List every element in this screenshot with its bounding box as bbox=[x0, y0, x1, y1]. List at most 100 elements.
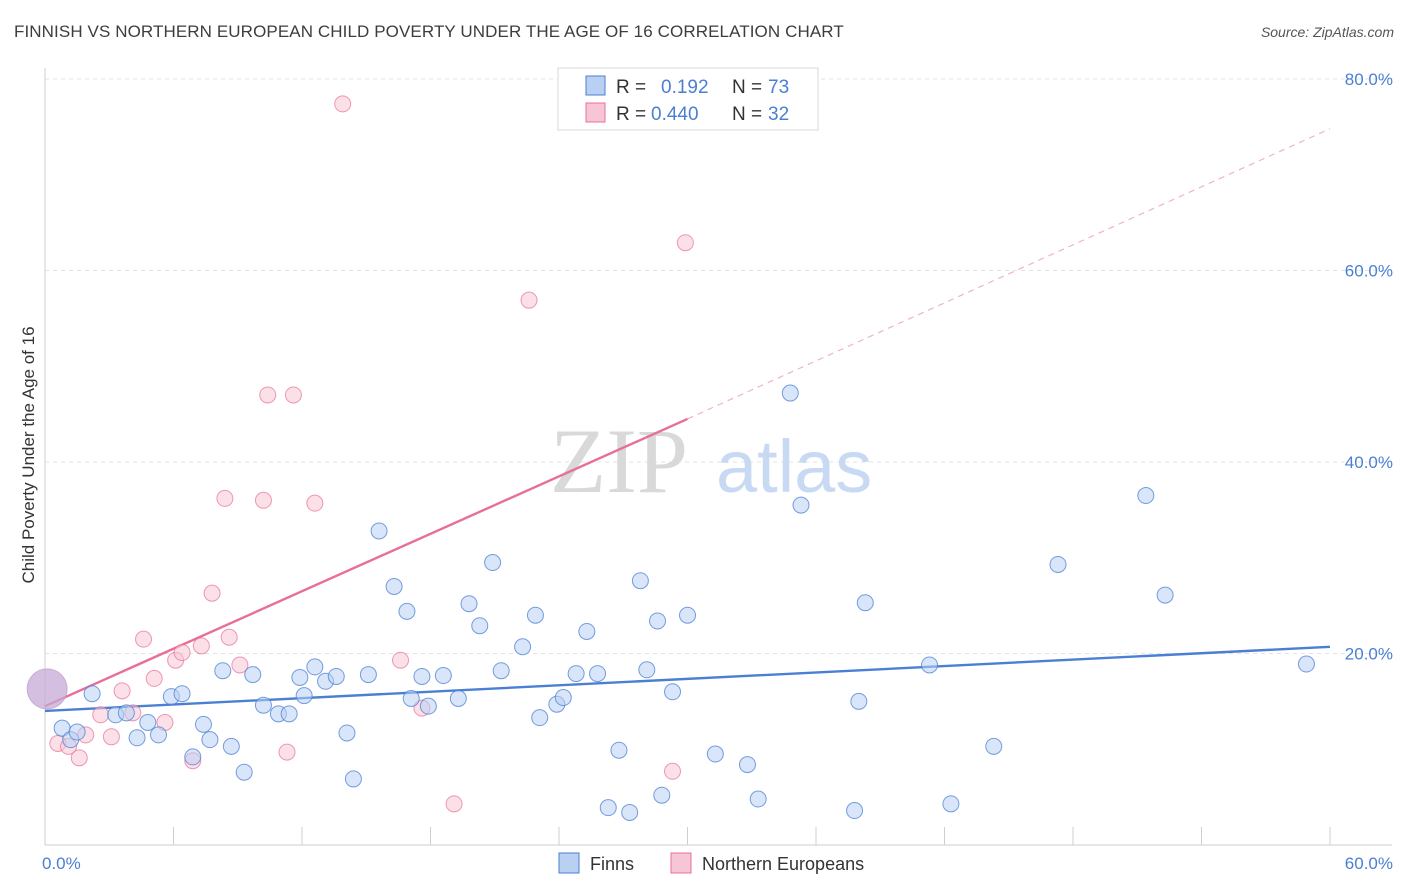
northern-europeans-point bbox=[70, 749, 88, 767]
northern-europeans-point bbox=[92, 706, 110, 724]
y-tick-labels: 20.0% 40.0% 60.0% 80.0% bbox=[1345, 70, 1393, 664]
northern-europeans-trendline-extension bbox=[687, 128, 1331, 420]
northern-europeans-point bbox=[676, 234, 694, 252]
legend-r-value-northern: 0.440 bbox=[651, 104, 699, 125]
northern-europeans-point bbox=[306, 494, 324, 512]
finns-points bbox=[53, 384, 1315, 821]
finns-point bbox=[1137, 487, 1155, 505]
watermark-zip: ZIP bbox=[550, 410, 688, 512]
finns-point bbox=[235, 763, 253, 781]
finns-point bbox=[150, 726, 168, 744]
x-tick-label: 0.0% bbox=[42, 854, 81, 873]
finns-point bbox=[631, 572, 649, 590]
finns-point bbox=[1297, 655, 1315, 673]
northern-europeans-point bbox=[220, 628, 238, 646]
northern-europeans-trendline bbox=[44, 417, 688, 708]
source-credit: Source: ZipAtlas.com bbox=[1260, 24, 1394, 40]
finns-point bbox=[139, 713, 157, 731]
finns-point bbox=[921, 656, 939, 674]
finns-point bbox=[222, 737, 240, 755]
finns-point bbox=[664, 683, 682, 701]
finns-point bbox=[83, 685, 101, 703]
finns-point bbox=[567, 665, 585, 683]
finns-point bbox=[599, 799, 617, 817]
legend-swatch-northern bbox=[585, 102, 606, 123]
finns-point bbox=[254, 696, 272, 714]
y-tick-label: 60.0% bbox=[1345, 262, 1393, 281]
y-tick-label: 80.0% bbox=[1345, 70, 1393, 89]
watermark: ZIP atlas bbox=[550, 410, 872, 512]
finns-point bbox=[653, 786, 671, 804]
finns-point bbox=[194, 715, 212, 733]
finns-point bbox=[419, 697, 437, 715]
y-axis-label: Child Poverty Under the Age of 16 bbox=[19, 326, 38, 583]
finns-point bbox=[856, 594, 874, 612]
legend-swatch-finns bbox=[585, 75, 606, 96]
finns-point bbox=[850, 692, 868, 710]
finns-point bbox=[291, 668, 309, 686]
northern-europeans-points bbox=[26, 95, 694, 813]
northern-europeans-point bbox=[259, 386, 277, 404]
series-legend: Finns Northern Europeans bbox=[558, 852, 864, 874]
northern-europeans-point bbox=[26, 668, 68, 710]
finns-point bbox=[471, 617, 489, 635]
northern-europeans-point bbox=[284, 386, 302, 404]
finns-point bbox=[244, 666, 262, 684]
northern-europeans-point bbox=[445, 795, 463, 813]
finns-point bbox=[460, 595, 478, 613]
finns-point bbox=[792, 496, 810, 514]
finns-point bbox=[492, 662, 510, 680]
finns-point bbox=[385, 577, 403, 595]
axes bbox=[44, 68, 1392, 846]
correlation-legend: R = 0.192 N = 73 R = 0.440 N = 32 bbox=[557, 67, 819, 131]
finns-point bbox=[985, 737, 1003, 755]
northern-europeans-point bbox=[334, 95, 352, 113]
gridlines bbox=[45, 78, 1392, 654]
finns-point bbox=[449, 690, 467, 708]
finns-point bbox=[738, 756, 756, 774]
finns-point bbox=[402, 690, 420, 708]
finns-point bbox=[434, 667, 452, 685]
finns-point bbox=[621, 803, 639, 821]
northern-europeans-point bbox=[113, 682, 131, 700]
finns-point bbox=[398, 602, 416, 620]
finns-point bbox=[201, 731, 219, 749]
legend-n-label-finns: N = bbox=[732, 77, 762, 98]
finns-point bbox=[295, 687, 313, 705]
finns-point bbox=[370, 522, 388, 540]
northern-europeans-point bbox=[216, 489, 234, 507]
legend-n-value-northern: 32 bbox=[768, 104, 789, 125]
finns-point bbox=[846, 802, 864, 820]
finns-point bbox=[327, 667, 345, 685]
finns-point bbox=[638, 661, 656, 679]
finns-point bbox=[706, 745, 724, 763]
watermark-atlas: atlas bbox=[716, 425, 872, 508]
finns-point bbox=[526, 606, 544, 624]
northern-europeans-point bbox=[102, 728, 120, 746]
legend-n-label-northern: N = bbox=[732, 104, 762, 125]
finns-point bbox=[117, 704, 135, 722]
y-tick-label: 40.0% bbox=[1345, 453, 1393, 472]
finns-point bbox=[589, 665, 607, 683]
northern-europeans-point bbox=[392, 651, 410, 669]
chart-title: FINNISH VS NORTHERN EUROPEAN CHILD POVER… bbox=[14, 22, 844, 41]
finns-point bbox=[749, 790, 767, 808]
series-legend-swatch-finns bbox=[558, 852, 580, 874]
northern-europeans-point bbox=[135, 630, 153, 648]
finns-point bbox=[1049, 555, 1067, 573]
finns-point bbox=[649, 612, 667, 630]
series-legend-label-northern: Northern Europeans bbox=[702, 854, 864, 874]
finns-point bbox=[306, 658, 324, 676]
finns-point bbox=[1156, 586, 1174, 604]
finns-point bbox=[514, 638, 532, 656]
northern-europeans-point bbox=[192, 637, 210, 655]
finns-point bbox=[484, 554, 502, 572]
finns-point bbox=[781, 384, 799, 402]
northern-europeans-point bbox=[254, 491, 272, 509]
finns-point bbox=[413, 667, 431, 685]
legend-r-value-finns: 0.192 bbox=[661, 77, 709, 98]
series-legend-label-finns: Finns bbox=[590, 854, 634, 874]
northern-europeans-point bbox=[278, 743, 296, 761]
finns-point bbox=[184, 748, 202, 766]
